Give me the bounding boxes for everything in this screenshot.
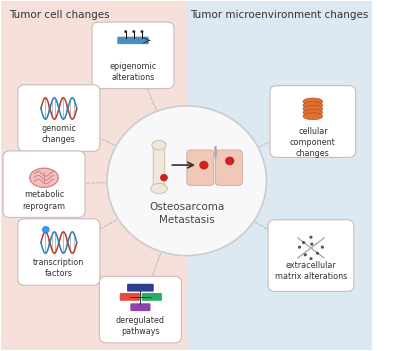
Ellipse shape <box>303 98 323 105</box>
Text: Tumor cell changes: Tumor cell changes <box>9 10 110 20</box>
Circle shape <box>225 157 234 165</box>
FancyBboxPatch shape <box>187 150 214 185</box>
FancyBboxPatch shape <box>18 85 100 151</box>
Circle shape <box>310 243 314 246</box>
Text: epigenomic
alterations: epigenomic alterations <box>109 62 157 82</box>
Circle shape <box>132 30 135 33</box>
FancyBboxPatch shape <box>127 284 154 292</box>
Circle shape <box>316 252 319 255</box>
Circle shape <box>304 253 307 256</box>
FancyBboxPatch shape <box>18 219 100 285</box>
FancyBboxPatch shape <box>100 276 181 343</box>
Text: metabolic
reprogram: metabolic reprogram <box>22 191 66 211</box>
Ellipse shape <box>303 113 323 120</box>
Ellipse shape <box>152 140 166 150</box>
Ellipse shape <box>303 102 323 108</box>
Circle shape <box>140 30 144 33</box>
Circle shape <box>309 236 312 239</box>
Ellipse shape <box>303 109 323 116</box>
FancyBboxPatch shape <box>117 37 149 44</box>
Circle shape <box>42 226 49 233</box>
Text: genomic
changes: genomic changes <box>42 124 76 144</box>
Ellipse shape <box>303 105 323 112</box>
Circle shape <box>199 161 208 170</box>
Bar <box>187 1 372 350</box>
FancyBboxPatch shape <box>215 150 242 185</box>
FancyBboxPatch shape <box>3 151 85 218</box>
Bar <box>1 1 187 350</box>
Text: Tumor microenvironment changes: Tumor microenvironment changes <box>190 10 369 20</box>
Circle shape <box>160 174 168 181</box>
Ellipse shape <box>30 168 58 187</box>
FancyBboxPatch shape <box>92 22 174 88</box>
Text: extracellular
matrix alterations: extracellular matrix alterations <box>275 261 347 281</box>
Circle shape <box>124 30 127 33</box>
FancyBboxPatch shape <box>268 220 354 291</box>
Circle shape <box>309 257 312 260</box>
FancyBboxPatch shape <box>130 303 150 311</box>
FancyBboxPatch shape <box>270 86 356 157</box>
Circle shape <box>107 106 266 256</box>
Text: deregulated
pathways: deregulated pathways <box>116 316 165 336</box>
Text: Osteosarcoma
Metastasis: Osteosarcoma Metastasis <box>149 201 224 225</box>
FancyBboxPatch shape <box>142 293 162 301</box>
Text: cellular
component
changes: cellular component changes <box>290 127 336 158</box>
FancyBboxPatch shape <box>120 293 140 301</box>
Circle shape <box>298 246 301 249</box>
Circle shape <box>302 241 305 244</box>
Text: transcription
factors: transcription factors <box>33 258 84 278</box>
Circle shape <box>321 246 324 249</box>
FancyBboxPatch shape <box>153 143 165 190</box>
Ellipse shape <box>150 184 168 193</box>
